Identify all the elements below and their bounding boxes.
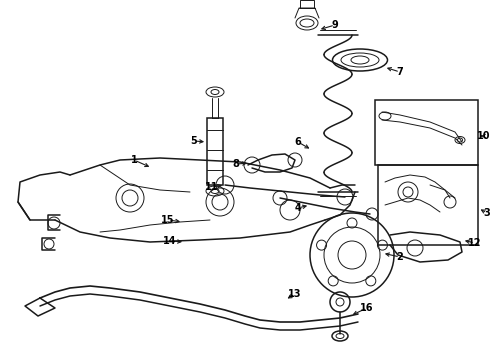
Text: 11: 11 [205, 182, 219, 192]
Text: 12: 12 [468, 238, 482, 248]
Text: 6: 6 [294, 137, 301, 147]
Text: 13: 13 [288, 289, 302, 299]
Text: 2: 2 [396, 252, 403, 262]
Text: 9: 9 [332, 20, 339, 30]
Text: 16: 16 [360, 303, 374, 313]
Text: 10: 10 [477, 131, 490, 141]
Text: 14: 14 [163, 236, 177, 246]
Bar [207, 118, 223, 185]
Text: 8: 8 [233, 159, 240, 169]
Text: 5: 5 [191, 136, 197, 146]
Text: 1: 1 [131, 155, 137, 165]
Bar [378, 165, 478, 245]
Text: 3: 3 [484, 208, 490, 218]
Bar [375, 100, 478, 165]
Text: 15: 15 [161, 215, 175, 225]
Text: 4: 4 [294, 203, 301, 213]
Text: 7: 7 [396, 67, 403, 77]
Bar [300, 0, 314, 8]
